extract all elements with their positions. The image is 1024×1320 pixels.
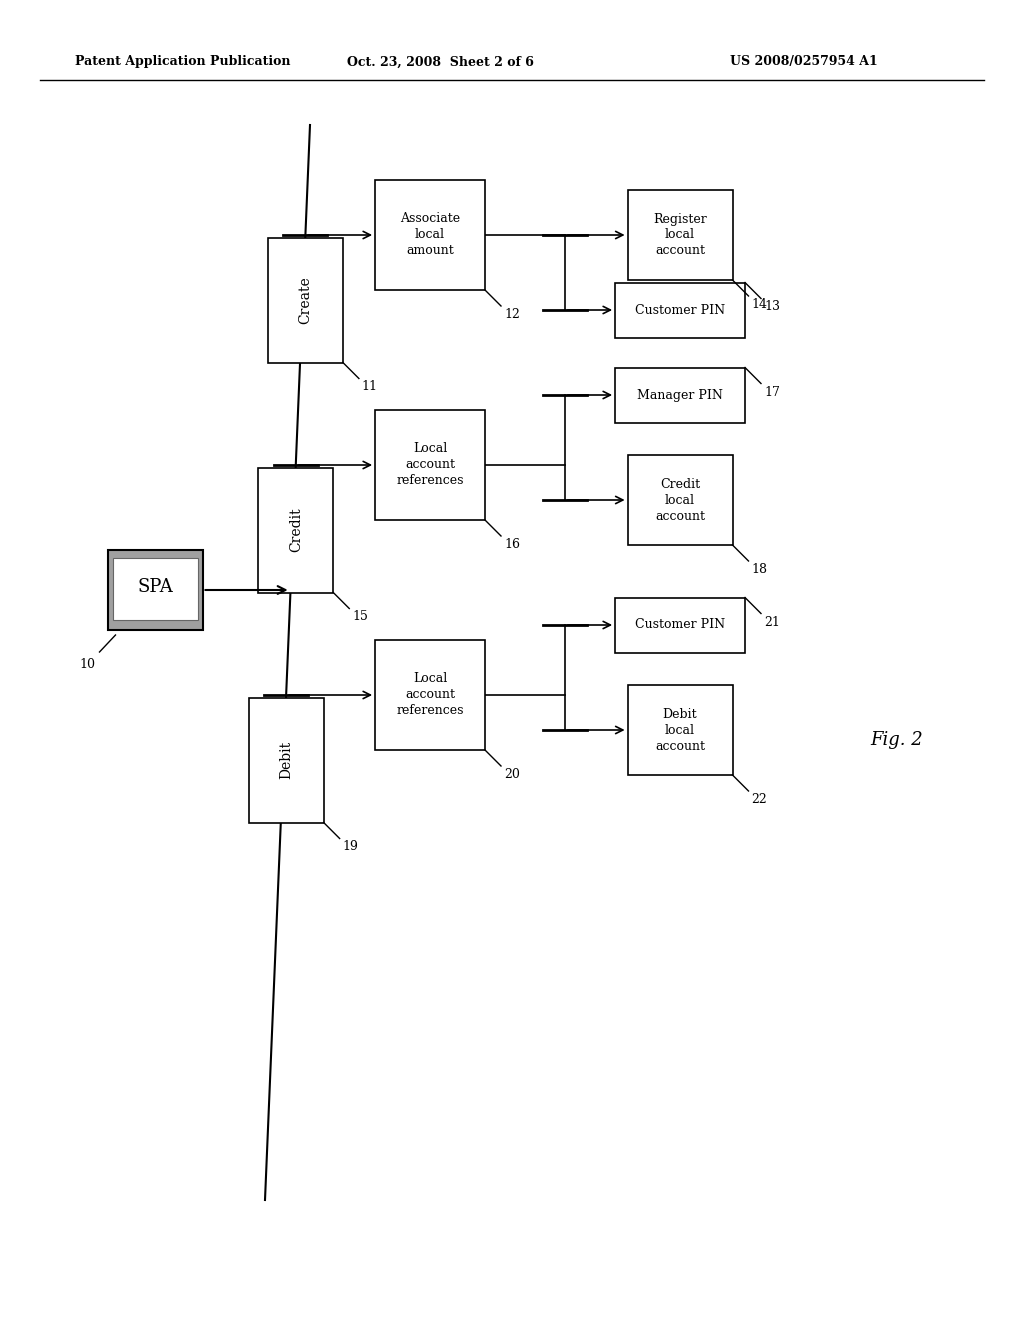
- Bar: [375, 180, 485, 290]
- Bar: [615, 282, 745, 338]
- Text: Fig. 2: Fig. 2: [870, 731, 923, 748]
- Text: Oct. 23, 2008  Sheet 2 of 6: Oct. 23, 2008 Sheet 2 of 6: [346, 55, 534, 69]
- Text: 21: 21: [764, 615, 780, 628]
- Text: Local
account
references: Local account references: [396, 672, 464, 718]
- Text: 13: 13: [764, 301, 780, 314]
- Bar: [268, 238, 343, 363]
- Text: 12: 12: [504, 308, 520, 321]
- Text: US 2008/0257954 A1: US 2008/0257954 A1: [730, 55, 878, 69]
- Bar: [108, 550, 203, 630]
- Text: Credit
local
account: Credit local account: [655, 478, 705, 523]
- Text: Local
account
references: Local account references: [396, 442, 464, 487]
- Text: Register
local
account: Register local account: [653, 213, 707, 257]
- Text: Customer PIN: Customer PIN: [635, 619, 725, 631]
- Text: SPA: SPA: [137, 578, 173, 597]
- Text: Manager PIN: Manager PIN: [637, 388, 723, 401]
- Text: 10: 10: [80, 657, 95, 671]
- Text: 11: 11: [361, 380, 378, 393]
- Bar: [628, 455, 732, 545]
- Bar: [615, 367, 745, 422]
- Text: 17: 17: [764, 385, 780, 399]
- Text: 18: 18: [752, 564, 768, 576]
- Bar: [375, 640, 485, 750]
- Text: 22: 22: [752, 793, 767, 807]
- Bar: [628, 685, 732, 775]
- Bar: [113, 558, 198, 620]
- Text: 20: 20: [504, 768, 520, 781]
- Bar: [375, 411, 485, 520]
- Text: 19: 19: [343, 841, 358, 854]
- Text: Debit: Debit: [280, 741, 293, 779]
- Text: Create: Create: [298, 276, 312, 323]
- Text: 16: 16: [504, 539, 520, 550]
- Text: Patent Application Publication: Patent Application Publication: [75, 55, 291, 69]
- Text: 14: 14: [752, 298, 768, 312]
- Text: Credit: Credit: [289, 508, 303, 552]
- Text: 15: 15: [352, 610, 369, 623]
- Bar: [615, 598, 745, 652]
- Text: Debit
local
account: Debit local account: [655, 708, 705, 752]
- Bar: [258, 467, 333, 593]
- Text: Customer PIN: Customer PIN: [635, 304, 725, 317]
- Text: Associate
local
amount: Associate local amount: [400, 213, 460, 257]
- Bar: [249, 697, 324, 822]
- Bar: [628, 190, 732, 280]
